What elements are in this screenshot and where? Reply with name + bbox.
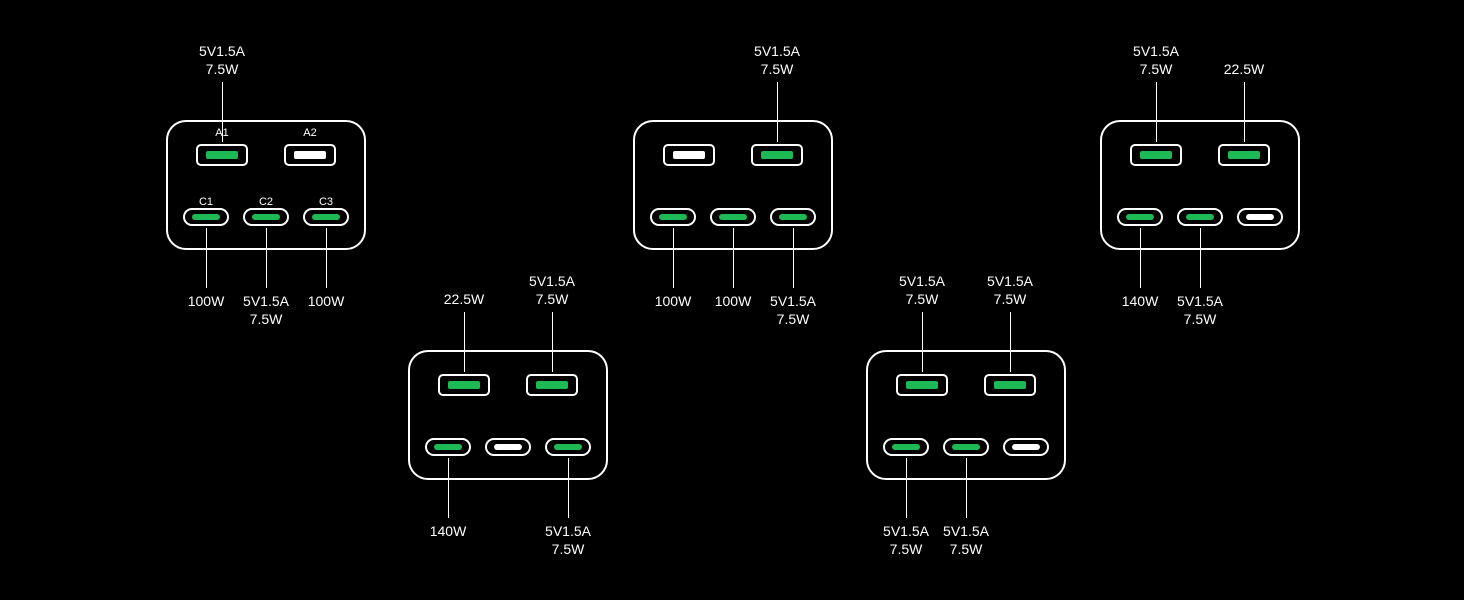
callout-text: 5V1.5A7.5W (987, 272, 1033, 308)
usb-a-port (196, 144, 248, 166)
charger-cfg2 (408, 350, 608, 480)
callout-lead (326, 228, 327, 288)
usb-c-port (183, 208, 229, 226)
callout-text: 100W (715, 292, 752, 310)
usb-c-port (770, 208, 816, 226)
callout-text: 100W (188, 292, 225, 310)
callout-text: 5V1.5A7.5W (754, 42, 800, 78)
usb-c-port (883, 438, 929, 456)
usb-c-port (1003, 438, 1049, 456)
callout-text: 100W (308, 292, 345, 310)
usb-a-port (751, 144, 803, 166)
callout-text: 100W (655, 292, 692, 310)
usb-a-port (984, 374, 1036, 396)
usb-a-port (438, 374, 490, 396)
callout-lead (568, 458, 569, 518)
callout-lead (1156, 82, 1157, 142)
callout-lead (793, 228, 794, 288)
callout-lead (966, 458, 967, 518)
usb-c-port (710, 208, 756, 226)
usb-c-port (1177, 208, 1223, 226)
callout-lead (448, 458, 449, 518)
callout-lead (906, 458, 907, 518)
callout-lead (552, 312, 553, 372)
usb-c-port (1117, 208, 1163, 226)
callout-lead (733, 228, 734, 288)
callout-lead (673, 228, 674, 288)
usb-c-port (650, 208, 696, 226)
callout-text: 5V1.5A7.5W (770, 292, 816, 328)
callout-text: 5V1.5A7.5W (943, 522, 989, 558)
callout-text: 5V1.5A7.5W (1177, 292, 1223, 328)
usb-c-port (485, 438, 531, 456)
callout-lead (1244, 82, 1245, 142)
callout-text: 5V1.5A7.5W (883, 522, 929, 558)
usb-c-port (1237, 208, 1283, 226)
usb-a-port (1218, 144, 1270, 166)
callout-lead (222, 82, 223, 142)
callout-text: 5V1.5A7.5W (899, 272, 945, 308)
callout-text: 140W (1122, 292, 1159, 310)
usb-a-port (896, 374, 948, 396)
callout-text: 5V1.5A7.5W (1133, 42, 1179, 78)
usb-a-port (663, 144, 715, 166)
callout-lead (1200, 228, 1201, 288)
callout-lead (922, 312, 923, 372)
callout-lead (266, 228, 267, 288)
callout-lead (464, 312, 465, 372)
callout-text: 5V1.5A7.5W (529, 272, 575, 308)
callout-lead (1010, 312, 1011, 372)
usb-c-port (545, 438, 591, 456)
usb-a-port (1130, 144, 1182, 166)
callout-text: 5V1.5A7.5W (243, 292, 289, 328)
callout-text: 140W (430, 522, 467, 540)
callout-lead (206, 228, 207, 288)
callout-text: 5V1.5A7.5W (199, 42, 245, 78)
callout-text: 22.5W (1224, 60, 1264, 78)
usb-a-port (284, 144, 336, 166)
callout-text: 22.5W (444, 290, 484, 308)
usb-a-port (526, 374, 578, 396)
usb-c-port (303, 208, 349, 226)
callout-lead (1140, 228, 1141, 288)
usb-c-port (943, 438, 989, 456)
usb-c-port (243, 208, 289, 226)
callout-text: 5V1.5A7.5W (545, 522, 591, 558)
callout-lead (777, 82, 778, 142)
usb-c-port (425, 438, 471, 456)
